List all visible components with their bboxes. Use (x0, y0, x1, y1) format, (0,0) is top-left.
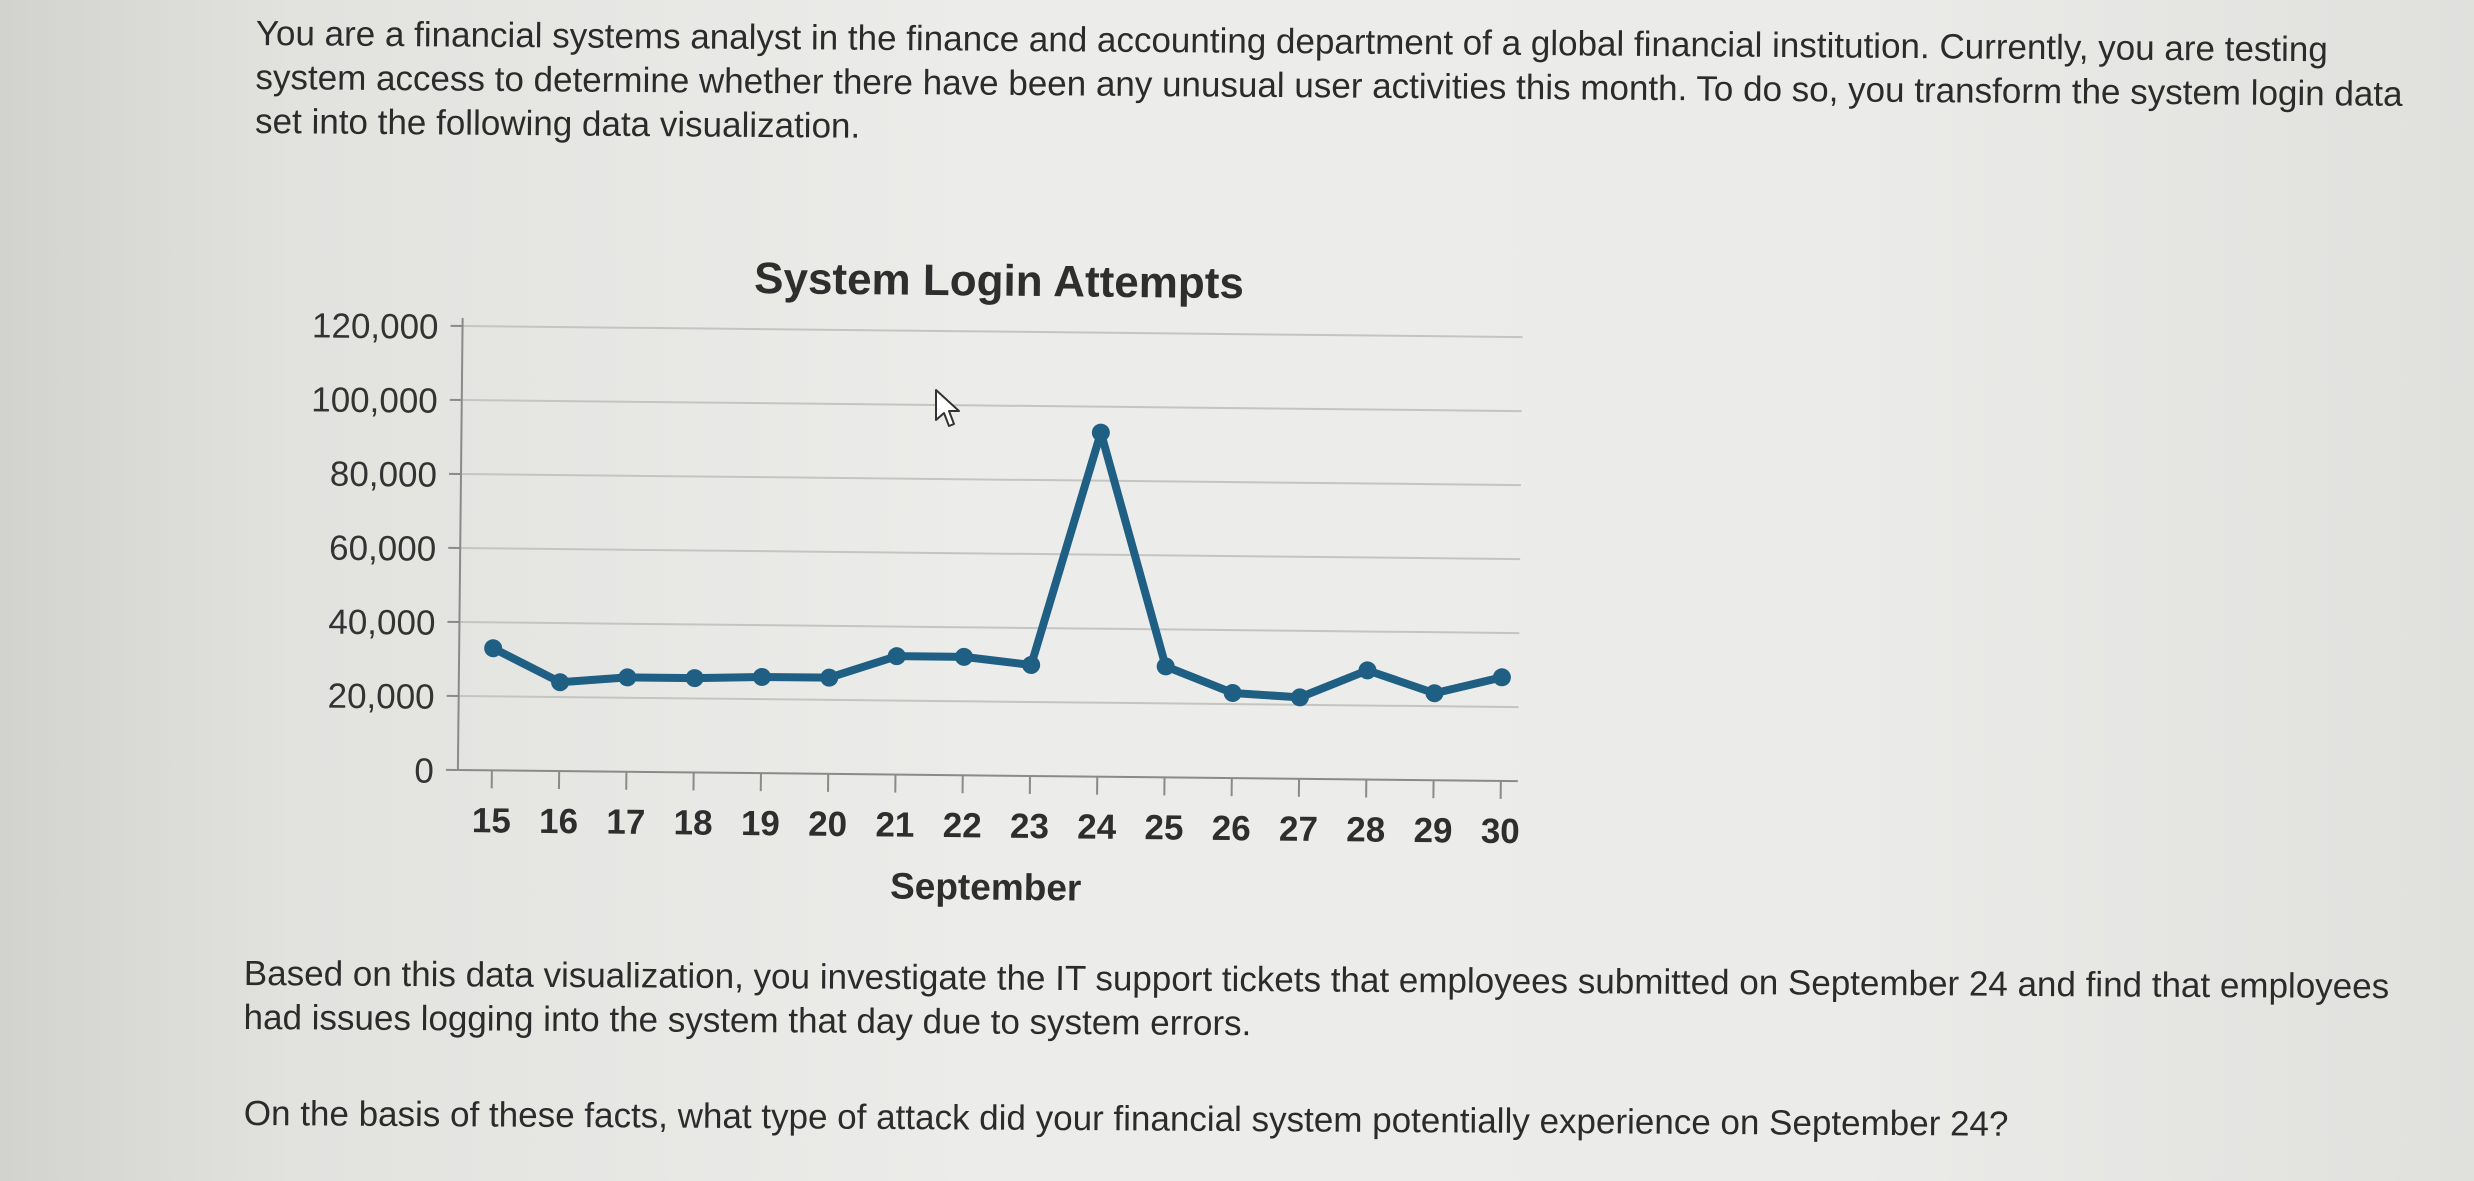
y-tick-label: 40,000 (328, 603, 435, 643)
x-tick-label: 20 (808, 805, 847, 844)
y-grid-line (462, 325, 1523, 339)
x-tick-label: 18 (673, 803, 712, 842)
data-points (484, 423, 1511, 707)
x-tick-label: 28 (1346, 810, 1385, 849)
grid-lines (458, 325, 1523, 709)
data-point (484, 639, 503, 658)
x-tick-label: 24 (1077, 807, 1117, 846)
y-tick-label: 100,000 (311, 380, 438, 420)
x-tick-label: 19 (741, 804, 780, 843)
data-point (685, 669, 704, 688)
y-tick-label: 60,000 (329, 529, 436, 569)
login-attempts-line (489, 428, 1506, 702)
x-tick-label: 16 (539, 802, 578, 841)
data-point (1358, 661, 1377, 680)
data-point (1290, 688, 1309, 707)
axes (456, 317, 1518, 783)
data-point (887, 647, 906, 666)
data-point (820, 668, 839, 687)
chart-title: System Login Attempts (754, 254, 1244, 308)
data-point (752, 667, 771, 686)
x-tick-label: 29 (1413, 811, 1452, 850)
y-grid-line (459, 620, 1520, 635)
data-point (1091, 423, 1110, 442)
x-axis-label: September (890, 866, 1082, 909)
data-point (954, 647, 973, 666)
y-grid-line (458, 694, 1519, 709)
finding-paragraph: Based on this data visualization, you in… (243, 953, 2390, 1044)
mouse-cursor-icon (935, 389, 960, 427)
y-grid-line (461, 398, 1522, 413)
y-ticks: 0 20,000 40,000 60,000 80,000 100,000 120,000 (311, 306, 463, 791)
y-grid-line (460, 546, 1521, 561)
x-tick-label: 17 (606, 803, 645, 842)
data-point (551, 673, 570, 692)
data-point (618, 668, 637, 687)
x-tick-label: 27 (1279, 810, 1318, 849)
x-tick-label: 23 (1010, 807, 1049, 846)
x-axis-line (457, 768, 1518, 783)
y-axis-line (456, 317, 464, 770)
x-tick-label: 21 (875, 805, 914, 844)
data-point (1156, 657, 1175, 676)
x-tick-label: 25 (1144, 808, 1183, 847)
y-tick-label: 120,000 (312, 306, 439, 346)
x-ticks: 15 16 17 18 19 20 21 22 23 24 25 26 27 28 29 30 (472, 770, 1520, 851)
x-tick-label: 26 (1212, 809, 1251, 848)
data-point (1223, 683, 1242, 702)
x-tick-label: 15 (472, 801, 511, 840)
data-point (1492, 668, 1511, 687)
data-point (1425, 684, 1444, 703)
y-tick-label: 80,000 (330, 455, 437, 495)
x-tick-label: 30 (1481, 812, 1520, 851)
login-attempts-chart: System Login Attempts 0 20,000 40,000 60,00… (311, 254, 1523, 909)
y-grid-line (460, 472, 1521, 487)
y-tick-label: 20,000 (327, 677, 434, 717)
x-tick-label: 22 (943, 806, 982, 845)
question-paragraph: On the basis of these facts, what type o… (243, 1094, 2009, 1144)
data-point (1022, 655, 1041, 674)
y-tick-label: 0 (414, 752, 434, 791)
